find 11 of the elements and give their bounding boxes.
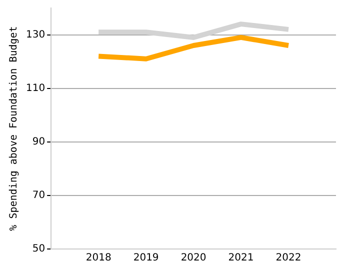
y-tick-label: 110 xyxy=(26,82,46,94)
y-tick-label: 130 xyxy=(26,29,46,40)
x-tick-label: 2018 xyxy=(86,252,112,264)
x-tick-label: 2021 xyxy=(228,252,254,264)
y-tick-label: 50 xyxy=(32,244,46,255)
x-tick-label: 2019 xyxy=(133,252,159,264)
x-tick-label: 2022 xyxy=(276,252,302,264)
y-axis-title: % Spending above Foundation Budget xyxy=(8,26,20,231)
x-tick-label: 2020 xyxy=(180,252,206,264)
y-tick-label: 70 xyxy=(32,190,46,202)
y-tick-label: 90 xyxy=(32,136,46,148)
